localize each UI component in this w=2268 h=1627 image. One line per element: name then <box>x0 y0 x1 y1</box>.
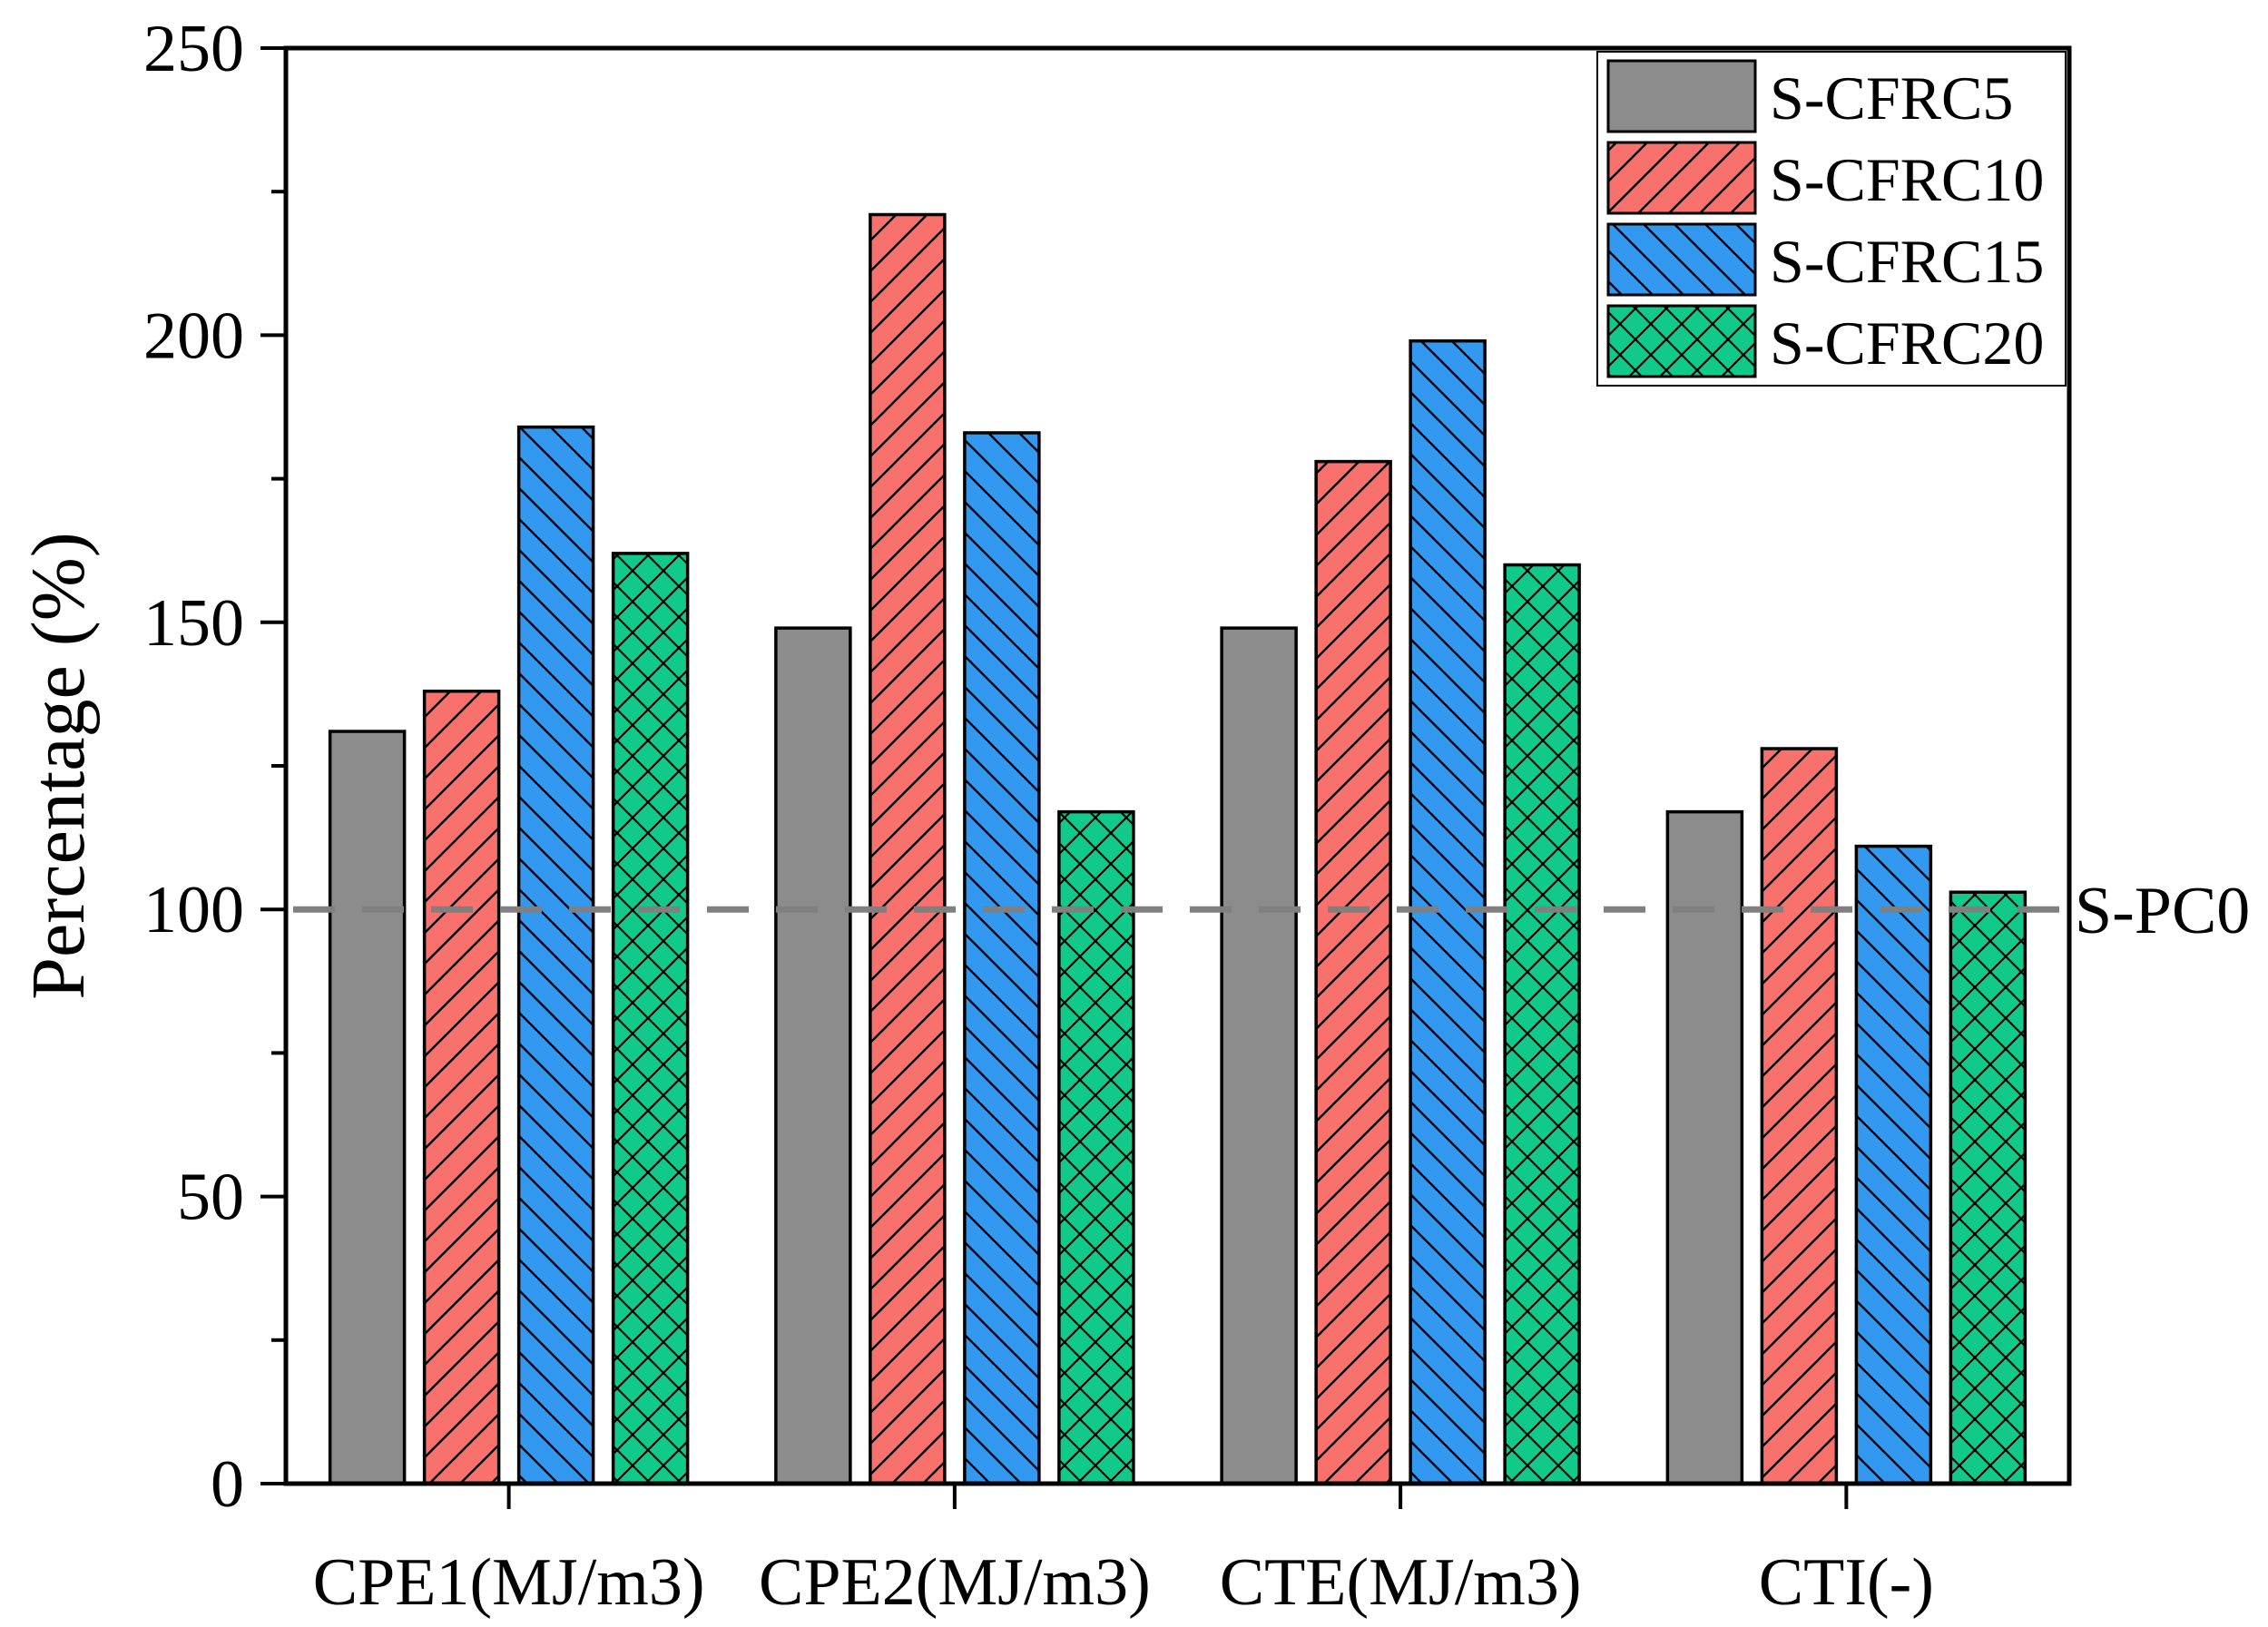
legend-label: S-CFRC20 <box>1770 309 2044 377</box>
x-tick-label: CTE(MJ/m3) <box>1220 1545 1582 1620</box>
y-tick-label: 50 <box>177 1161 244 1235</box>
y-axis-title: Percentage (%) <box>16 532 101 999</box>
y-tick-label: 200 <box>143 299 244 373</box>
bar-s-cfrc5-1 <box>328 730 407 1485</box>
bar-s-cfrc10-4 <box>1760 747 1839 1485</box>
y-tick-label: 250 <box>143 12 244 86</box>
legend-swatch-s-cfrc10 <box>1606 141 1757 215</box>
legend-label: S-CFRC15 <box>1770 227 2044 296</box>
y-tick-label: 0 <box>211 1447 244 1522</box>
legend-label: S-CFRC10 <box>1770 145 2044 214</box>
x-tick-label: CPE2(MJ/m3) <box>759 1545 1151 1620</box>
bar-s-cfrc20-2 <box>1057 809 1135 1485</box>
bar-s-cfrc20-1 <box>611 552 690 1485</box>
bar-s-cfrc20-4 <box>1949 890 2027 1485</box>
y-axis: 0 50 100 150 200 250 <box>143 12 286 1522</box>
y-tick-label: 100 <box>143 873 244 947</box>
x-axis: CPE1(MJ/m3) CPE2(MJ/m3) CTE(MJ/m3) CTI(-) <box>313 1484 1934 1620</box>
reference-line-label: S-PC0 <box>2075 874 2250 948</box>
bar-s-cfrc5-2 <box>774 626 852 1485</box>
reference-line-layer: S-PC0 <box>293 874 2250 948</box>
bar-s-cfrc15-4 <box>1854 844 1933 1485</box>
legend-swatch-s-cfrc15 <box>1606 222 1757 297</box>
bar-s-cfrc10-3 <box>1314 459 1392 1485</box>
bar-s-cfrc15-2 <box>963 431 1041 1485</box>
legend-swatch-s-cfrc20 <box>1606 304 1757 378</box>
x-tick-label: CPE1(MJ/m3) <box>313 1545 705 1620</box>
bar-s-cfrc20-3 <box>1503 563 1581 1485</box>
bar-s-cfrc5-3 <box>1220 626 1298 1485</box>
legend-swatch-s-cfrc5 <box>1606 59 1757 133</box>
bar-s-cfrc15-1 <box>516 425 595 1485</box>
y-tick-label: 150 <box>143 586 244 661</box>
bar-s-cfrc10-1 <box>422 689 501 1485</box>
legend: S-CFRC5 S-CFRC10 S-CFRC15 S-CFRC20 <box>1596 51 2067 387</box>
x-tick-label: CTI(-) <box>1759 1545 1934 1620</box>
bars-layer <box>328 212 2027 1485</box>
legend-label: S-CFRC5 <box>1770 64 2013 132</box>
bar-s-cfrc10-2 <box>869 212 947 1485</box>
